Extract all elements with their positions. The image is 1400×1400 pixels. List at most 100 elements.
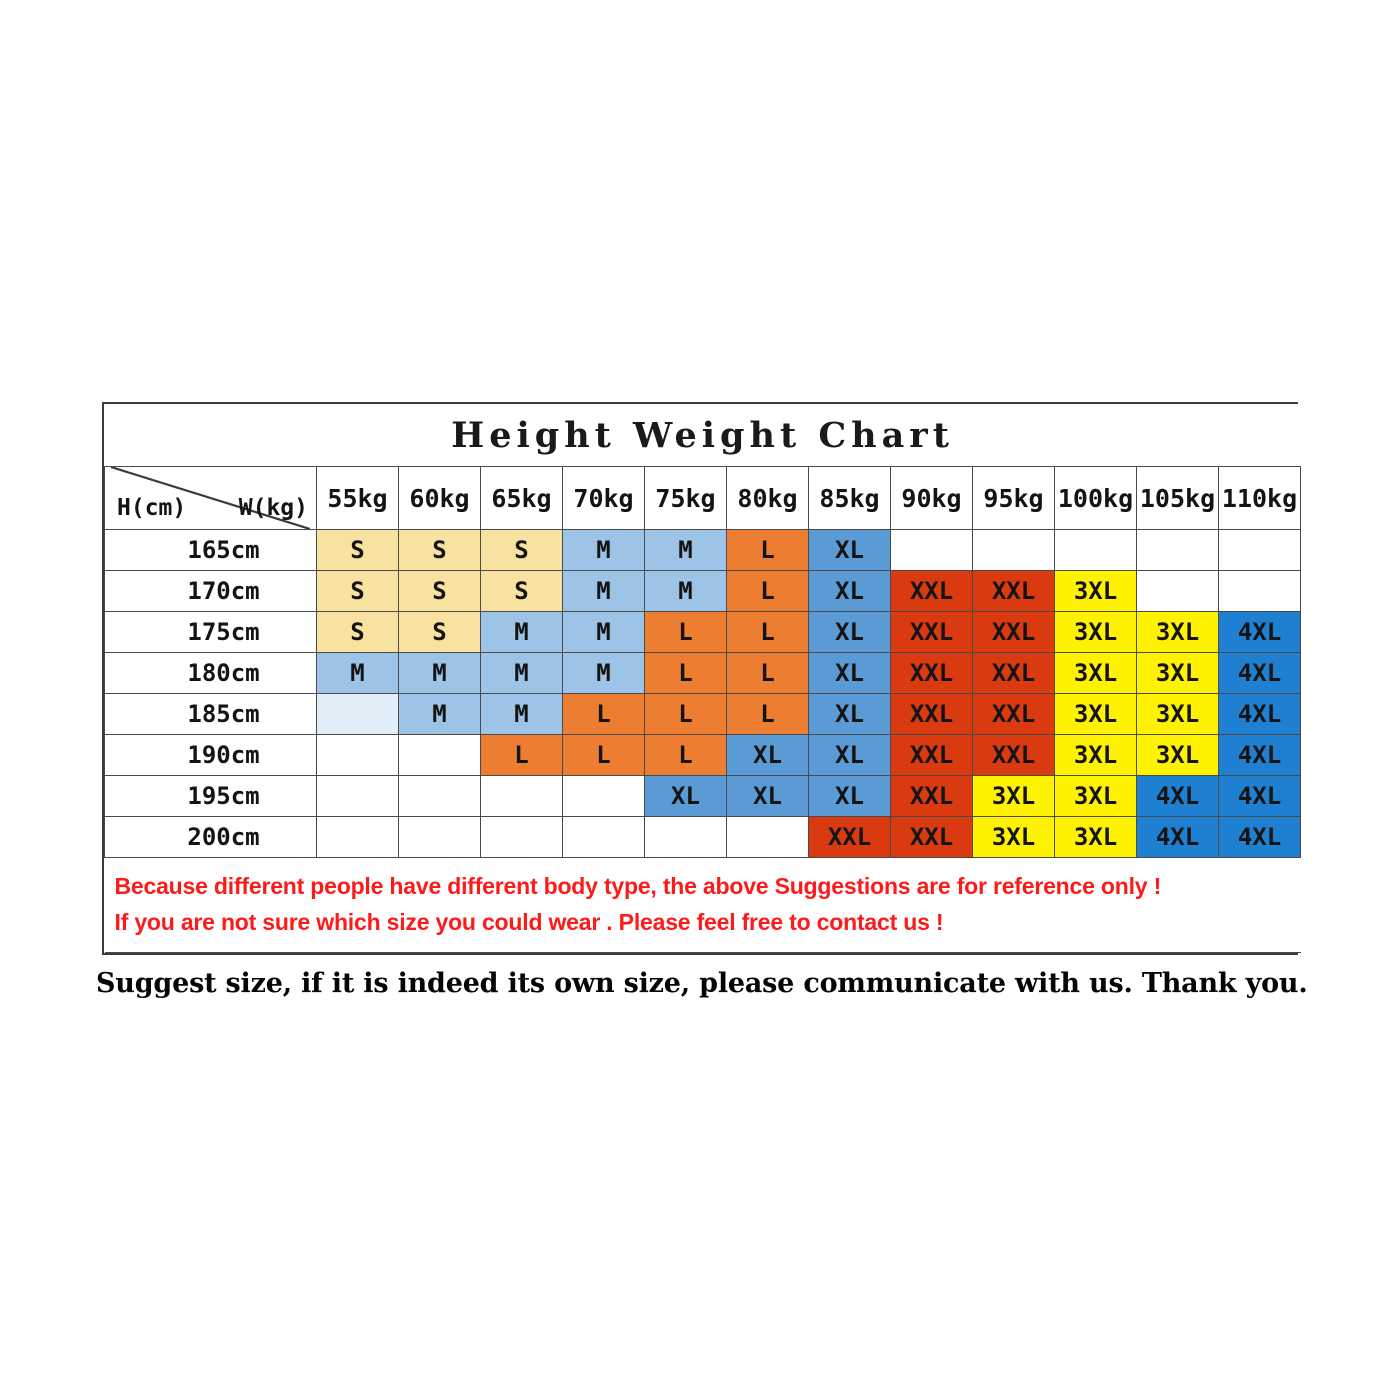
size-cell-175cm-95kg: XXL <box>972 611 1055 653</box>
size-cell-175cm-85kg: XL <box>808 611 891 653</box>
size-cell-190cm-95kg: XXL <box>972 734 1055 776</box>
size-cell-label: L <box>760 577 775 605</box>
table-row: 180cm M M M M L L XL XXL XXL 3XL 3XL 4XL <box>104 652 1302 694</box>
size-cell-165cm-60kg: S <box>398 529 481 571</box>
size-cell-190cm-65kg: L <box>480 734 563 776</box>
size-cell-label: XXL <box>909 618 954 646</box>
size-cell-label: 3XL <box>1155 618 1200 646</box>
size-cell-180cm-75kg: L <box>644 652 727 694</box>
size-cell-175cm-75kg: L <box>644 611 727 653</box>
size-cell-label: 3XL <box>1073 700 1118 728</box>
size-cell-label: M <box>596 659 611 687</box>
height-label-170cm: 170cm <box>104 570 317 612</box>
size-cell-label: 4XL <box>1237 823 1282 851</box>
size-cell-label: M <box>596 536 611 564</box>
size-cell-label: XXL <box>909 700 954 728</box>
size-cell-label: XL <box>835 782 864 810</box>
size-cell-195cm-90kg: XXL <box>890 775 973 817</box>
size-cell-label: L <box>678 700 693 728</box>
size-cell-175cm-55kg: S <box>316 611 399 653</box>
table-row: 170cm S S S M M L XL XXL XXL 3XL <box>104 570 1302 612</box>
notice-block: Because different people have different … <box>104 857 1301 953</box>
size-cell-label: M <box>514 700 529 728</box>
size-cell-170cm-95kg: XXL <box>972 570 1055 612</box>
size-cell-180cm-90kg: XXL <box>890 652 973 694</box>
size-cell-195cm-60kg <box>398 775 481 817</box>
size-cell-175cm-110kg: 4XL <box>1217 611 1302 653</box>
weight-header-90kg: 90kg <box>890 466 973 530</box>
height-label-185cm: 185cm <box>104 693 317 735</box>
size-cell-190cm-100kg: 3XL <box>1054 734 1137 776</box>
size-cell-170cm-70kg: M <box>562 570 645 612</box>
size-cell-label: M <box>678 536 693 564</box>
size-cell-165cm-95kg <box>972 529 1055 571</box>
height-label-175cm: 175cm <box>104 611 317 653</box>
size-cell-label: XXL <box>909 741 954 769</box>
size-cell-label: S <box>514 577 529 605</box>
size-cell-180cm-55kg: M <box>316 652 399 694</box>
size-cell-label: XXL <box>827 823 872 851</box>
size-cell-170cm-100kg: 3XL <box>1054 570 1137 612</box>
size-cell-label: L <box>514 741 529 769</box>
size-cell-170cm-60kg: S <box>398 570 481 612</box>
size-cell-180cm-60kg: M <box>398 652 481 694</box>
size-cell-label: S <box>350 618 365 646</box>
size-cell-190cm-80kg: XL <box>726 734 809 776</box>
size-cell-165cm-90kg <box>890 529 973 571</box>
size-cell-label: L <box>678 659 693 687</box>
size-cell-label: M <box>514 659 529 687</box>
size-cell-185cm-80kg: L <box>726 693 809 735</box>
size-cell-label: XXL <box>909 659 954 687</box>
size-cell-label: M <box>350 659 365 687</box>
size-cell-175cm-60kg: S <box>398 611 481 653</box>
size-cell-180cm-100kg: 3XL <box>1054 652 1137 694</box>
size-cell-label: S <box>432 618 447 646</box>
size-cell-180cm-105kg: 3XL <box>1136 652 1219 694</box>
size-cell-200cm-60kg <box>398 816 481 858</box>
chart-title: Height Weight Chart <box>104 404 1301 467</box>
size-cell-label: M <box>596 618 611 646</box>
size-cell-label: S <box>432 577 447 605</box>
notice-row: Because different people have different … <box>104 857 1301 953</box>
size-cell-200cm-105kg: 4XL <box>1136 816 1219 858</box>
size-cell-label: S <box>514 536 529 564</box>
size-cell-label: M <box>514 618 529 646</box>
size-cell-165cm-85kg: XL <box>808 529 891 571</box>
table-row: 175cm S S M M L L XL XXL XXL 3XL 3XL 4XL <box>104 611 1302 653</box>
size-cell-190cm-60kg <box>398 734 481 776</box>
size-chart-container: Height Weight Chart H(cm) W(kg) 55kg 60kg 65k… <box>102 402 1302 955</box>
size-cell-185cm-70kg: L <box>562 693 645 735</box>
size-cell-label: 3XL <box>1073 782 1118 810</box>
height-label-165cm: 165cm <box>104 529 317 571</box>
size-cell-label: 3XL <box>1073 618 1118 646</box>
size-cell-200cm-75kg <box>644 816 727 858</box>
size-cell-label: 3XL <box>1155 659 1200 687</box>
size-cell-label: 4XL <box>1237 700 1282 728</box>
size-cell-170cm-110kg <box>1217 570 1302 612</box>
size-cell-label: XL <box>753 741 782 769</box>
size-cell-165cm-100kg <box>1054 529 1137 571</box>
size-cell-195cm-110kg: 4XL <box>1217 775 1302 817</box>
height-label-200cm: 200cm <box>104 816 317 858</box>
size-cell-label: M <box>432 659 447 687</box>
size-cell-170cm-65kg: S <box>480 570 563 612</box>
size-cell-label: 3XL <box>1155 700 1200 728</box>
size-cell-170cm-90kg: XXL <box>890 570 973 612</box>
size-cell-200cm-100kg: 3XL <box>1054 816 1137 858</box>
table-row: 185cm M M L L L XL XXL XXL 3XL 3XL 4XL <box>104 693 1302 735</box>
size-cell-185cm-90kg: XXL <box>890 693 973 735</box>
size-cell-190cm-110kg: 4XL <box>1217 734 1302 776</box>
size-cell-label: 3XL <box>1073 659 1118 687</box>
size-cell-label: XXL <box>991 741 1036 769</box>
notice-line-2: If you are not sure which size you could… <box>114 909 944 935</box>
size-cell-175cm-80kg: L <box>726 611 809 653</box>
size-cell-200cm-110kg: 4XL <box>1217 816 1302 858</box>
size-cell-170cm-105kg <box>1136 570 1219 612</box>
size-cell-165cm-80kg: L <box>726 529 809 571</box>
size-cell-180cm-70kg: M <box>562 652 645 694</box>
size-cell-label: XL <box>835 659 864 687</box>
size-cell-label: L <box>760 659 775 687</box>
size-cell-175cm-65kg: M <box>480 611 563 653</box>
size-cell-190cm-90kg: XXL <box>890 734 973 776</box>
size-cell-185cm-65kg: M <box>480 693 563 735</box>
